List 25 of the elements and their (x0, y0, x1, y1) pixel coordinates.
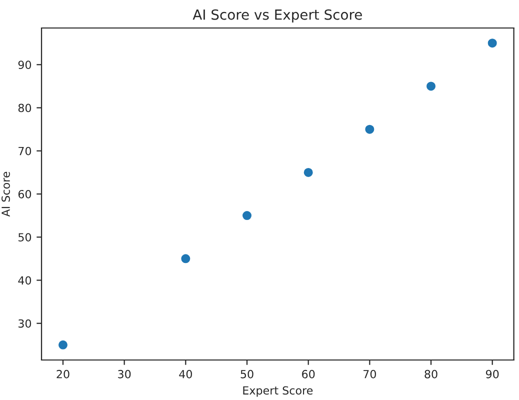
point (58, 340, 68, 350)
x-tick-label: 50 (240, 370, 254, 378)
x-tick-label: 70 (364, 370, 376, 378)
x-tick-label: 60 (302, 370, 315, 378)
x-tick-label: 90 (486, 370, 499, 378)
x-tick-label: 40 (179, 370, 192, 378)
x-tick-label: 20 (56, 370, 70, 378)
point (365, 124, 374, 134)
y-tick-label: 40 (18, 276, 32, 285)
point (181, 254, 190, 264)
y-tick-label: 30 (18, 319, 32, 328)
x-axis-title: Expert Score (243, 386, 313, 397)
y-axis-title: AI Score (2, 172, 10, 217)
y-tick-label: 90 (18, 60, 32, 70)
x-tick-label: 80 (424, 370, 438, 378)
y-tick-label: 80 (18, 104, 32, 112)
x-tick-label: 30 (118, 370, 131, 378)
chart-title: AI Score vs Expert Score (192, 9, 362, 23)
y-tick-label: 70 (18, 146, 32, 156)
point (242, 211, 252, 220)
point (304, 168, 313, 177)
point (488, 38, 497, 48)
y-tick-label: 50 (18, 233, 32, 242)
y-tick-label: 60 (18, 190, 32, 198)
point (426, 82, 436, 91)
